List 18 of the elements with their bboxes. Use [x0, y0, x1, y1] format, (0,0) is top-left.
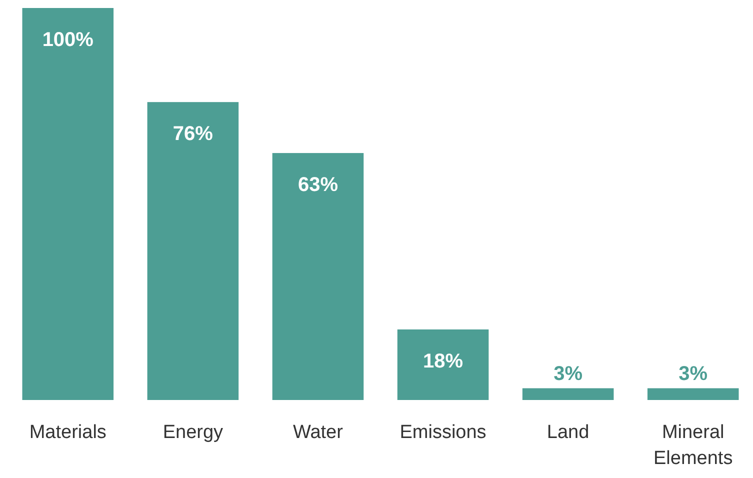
x-tick-label: Mineral Elements — [654, 422, 733, 469]
x-tick-label: Emissions — [400, 422, 486, 443]
bar — [272, 153, 364, 400]
data-label: 63% — [298, 174, 338, 196]
data-label: 3% — [678, 363, 708, 386]
bar — [647, 388, 739, 400]
bar — [22, 8, 114, 400]
data-label: 76% — [172, 123, 214, 146]
x-tick-label: Materials — [29, 422, 106, 443]
x-tick-label: Land — [546, 422, 590, 443]
bar — [147, 102, 239, 400]
data-label: 18% — [423, 350, 464, 372]
data-label: 100% — [42, 29, 94, 51]
bar — [522, 388, 614, 400]
bar — [397, 329, 489, 400]
x-tick-label: Water — [292, 422, 344, 443]
x-tick-label: Energy — [162, 422, 224, 443]
data-label: 3% — [554, 363, 583, 386]
